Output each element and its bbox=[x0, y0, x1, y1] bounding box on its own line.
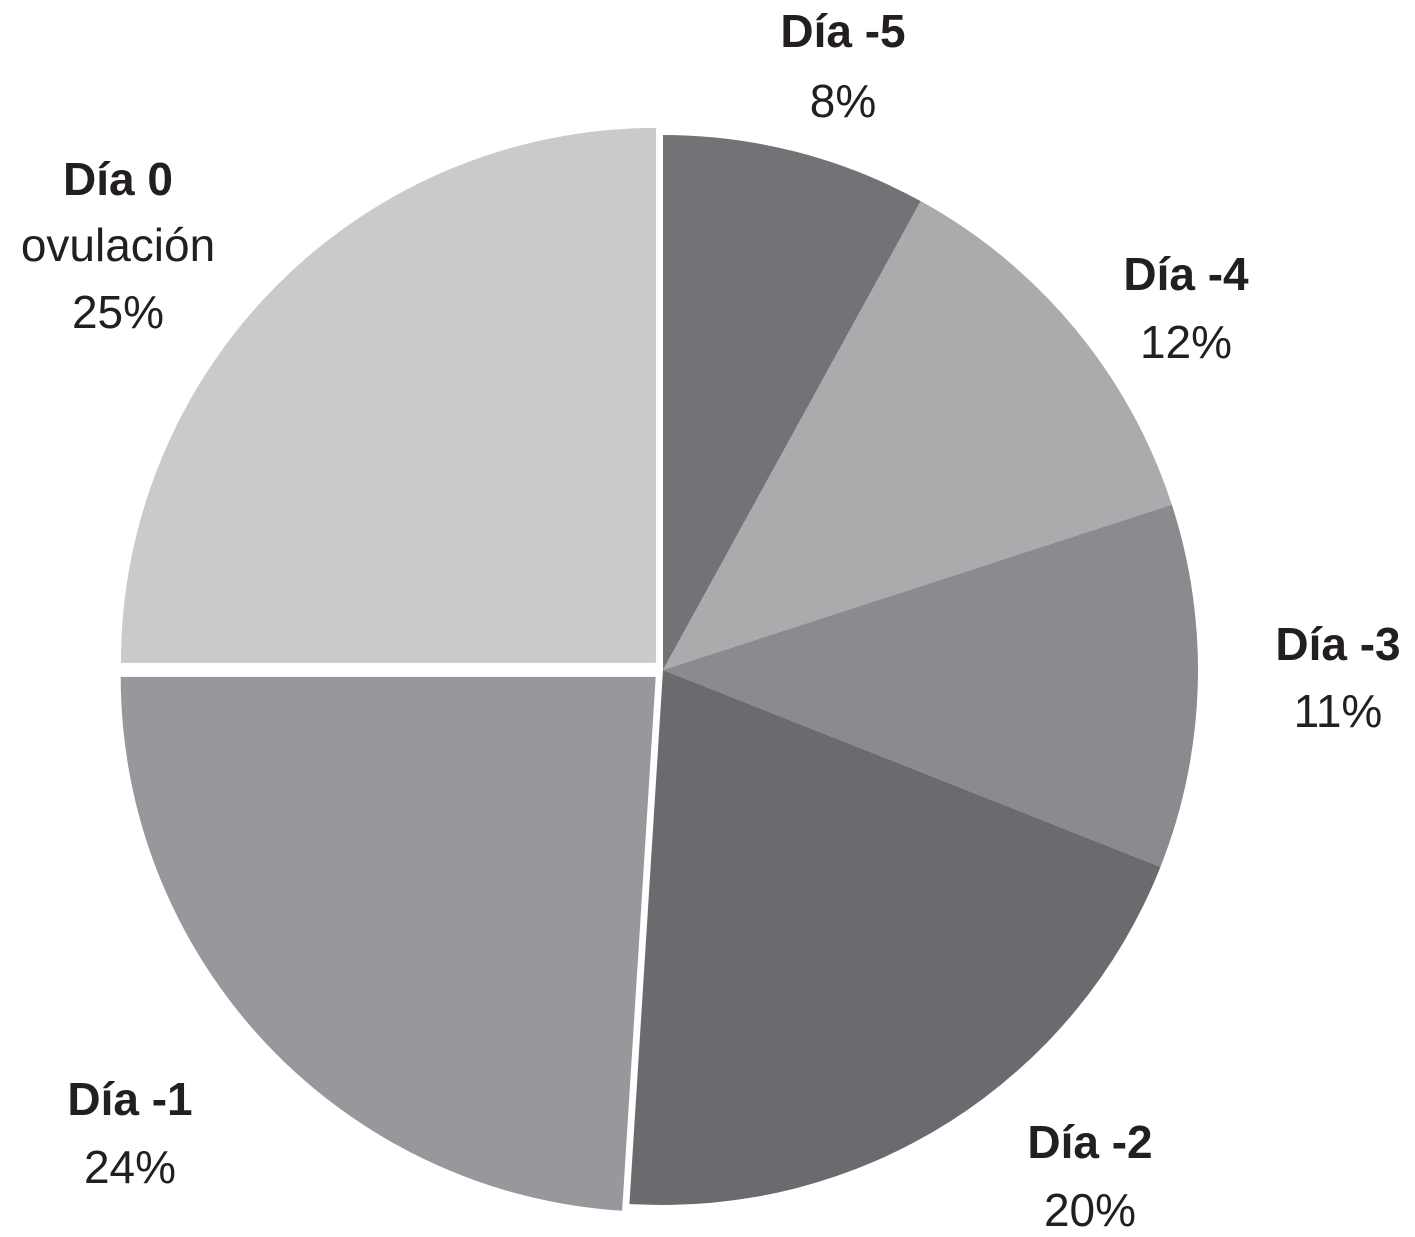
pie-slice-dia-2 bbox=[629, 670, 1161, 1205]
pie-slice-dia-0 bbox=[120, 127, 656, 663]
slice-label-dia-5: Día -5 bbox=[780, 5, 905, 57]
slice-value-dia-4: 12% bbox=[1140, 316, 1232, 368]
slice-value-dia-3: 11% bbox=[1294, 685, 1383, 737]
slice-value-dia-5: 8% bbox=[810, 75, 876, 127]
pie-slice-dia-5 bbox=[663, 135, 921, 670]
pie-labels: Día -5 8% Día -4 12% Día -3 11% Día -2 2… bbox=[21, 5, 1401, 1236]
slice-sublabel-dia-0: ovulación bbox=[21, 219, 215, 271]
slice-value-dia-1: 24% bbox=[84, 1141, 176, 1193]
slice-label-dia-0: Día 0 bbox=[63, 153, 173, 205]
pie-slice-dia-3 bbox=[663, 504, 1199, 867]
slice-label-dia-2: Día -2 bbox=[1027, 1116, 1152, 1168]
slice-label-dia-4: Día -4 bbox=[1123, 248, 1249, 300]
pie-slices bbox=[120, 127, 1199, 1211]
pie-slice-dia-4 bbox=[663, 201, 1172, 670]
pie-slice-dia-1 bbox=[120, 676, 656, 1211]
slice-label-dia-3: Día -3 bbox=[1275, 618, 1400, 670]
slice-value-dia-0: 25% bbox=[72, 286, 164, 338]
slice-value-dia-2: 20% bbox=[1044, 1184, 1136, 1236]
slice-label-dia-1: Día -1 bbox=[67, 1073, 192, 1125]
